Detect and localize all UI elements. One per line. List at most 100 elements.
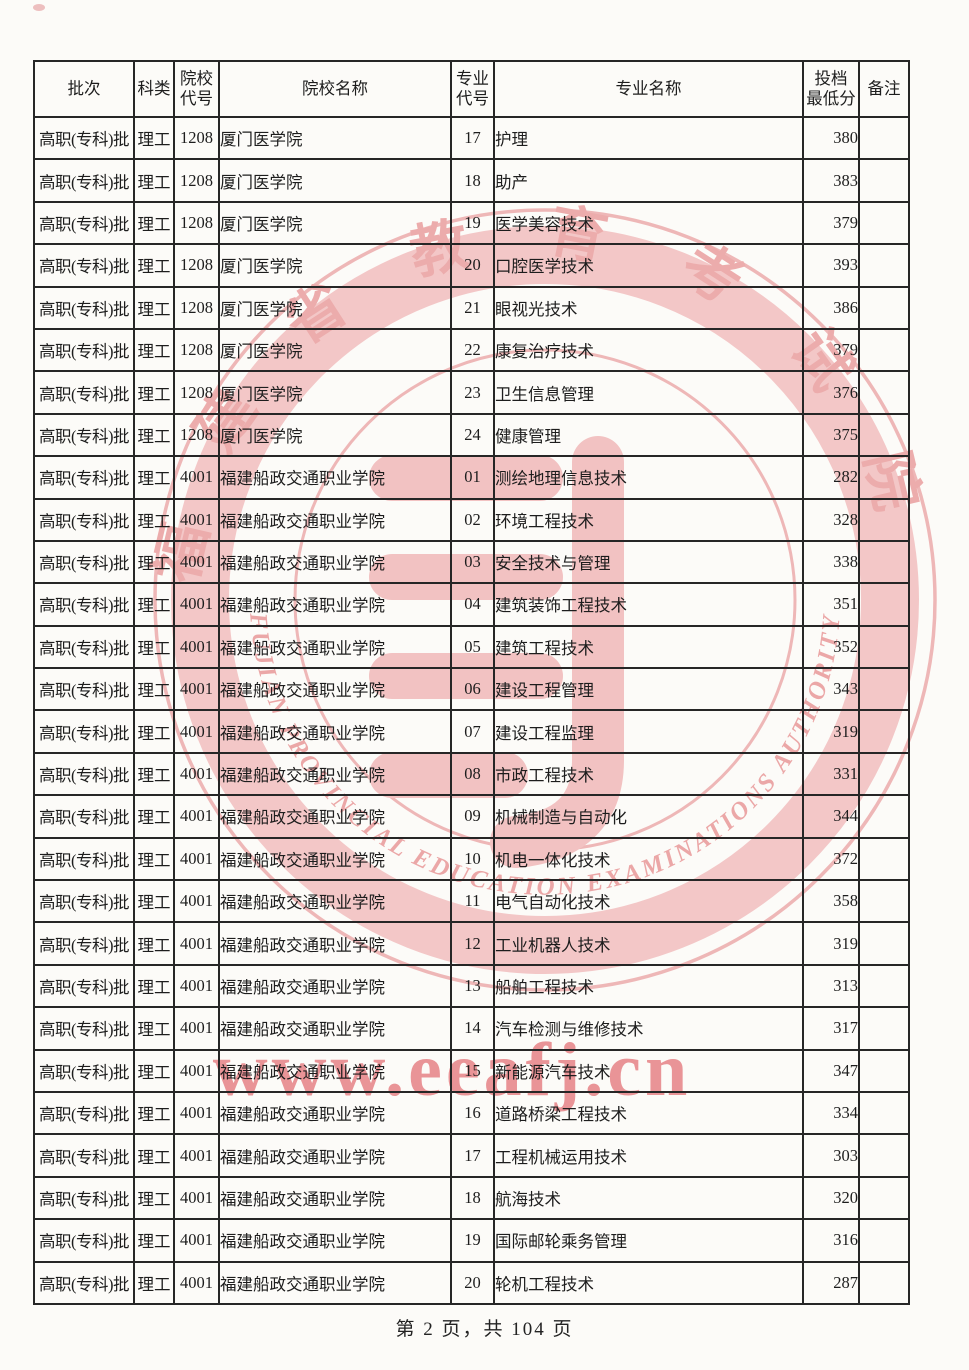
cell-remark <box>858 455 910 500</box>
cell-remark <box>858 243 910 288</box>
cell-batch: 高职(专科)批 <box>33 539 135 585</box>
cell-major-name: 工业机器人技术 <box>493 921 804 966</box>
cell-score: 380 <box>802 115 860 161</box>
cell-school-code: 4001 <box>173 751 220 797</box>
table-row: 高职(专科)批 理工 4001 福建船政交通职业学院 12 工业机器人技术 319 <box>33 921 910 966</box>
cell-major-code: 01 <box>450 455 495 500</box>
table-row: 高职(专科)批 理工 4001 福建船政交通职业学院 01 测绘地理信息技术 282 <box>33 455 910 500</box>
cell-score: 358 <box>802 879 860 924</box>
cell-major-name: 轮机工程技术 <box>493 1260 804 1305</box>
cell-major-name: 口腔医学技术 <box>493 243 804 288</box>
cell-school-name: 福建船政交通职业学院 <box>218 1006 452 1051</box>
cell-score: 334 <box>802 1090 860 1136</box>
cell-school-code: 4001 <box>173 1048 220 1093</box>
cell-major-name: 眼视光技术 <box>493 285 804 330</box>
header-row: 批次 科类 院校 代号 院校名称 专业 代号 专业名称 投档 最低分 备注 <box>33 60 910 118</box>
cell-major-code: 03 <box>450 539 495 585</box>
cell-score: 344 <box>802 794 860 839</box>
cell-major-name: 航海技术 <box>493 1175 804 1221</box>
cell-batch: 高职(专科)批 <box>33 709 135 754</box>
cell-major-code: 02 <box>450 497 495 542</box>
cell-category: 理工 <box>133 158 175 203</box>
cell-major-code: 21 <box>450 285 495 330</box>
cell-school-code: 4001 <box>173 1133 220 1178</box>
cell-school-name: 福建船政交通职业学院 <box>218 879 452 924</box>
cell-major-code: 12 <box>450 921 495 966</box>
cell-batch: 高职(专科)批 <box>33 921 135 966</box>
cell-category: 理工 <box>133 667 175 712</box>
cell-category: 理工 <box>133 794 175 839</box>
cell-remark <box>858 1133 910 1178</box>
cell-school-code: 1208 <box>173 243 220 288</box>
table-row: 高职(专科)批 理工 1208 厦门医学院 20 口腔医学技术 393 <box>33 243 910 288</box>
cell-score: 347 <box>802 1048 860 1093</box>
cell-school-code: 4001 <box>173 1006 220 1051</box>
cell-school-name: 福建船政交通职业学院 <box>218 921 452 966</box>
cell-batch: 高职(专科)批 <box>33 412 135 458</box>
cell-school-name: 福建船政交通职业学院 <box>218 624 452 670</box>
cell-category: 理工 <box>133 1175 175 1221</box>
cell-school-code: 1208 <box>173 327 220 373</box>
cell-remark <box>858 709 910 754</box>
cell-category: 理工 <box>133 709 175 754</box>
cell-major-code: 07 <box>450 709 495 754</box>
cell-category: 理工 <box>133 1260 175 1305</box>
cell-school-code: 1208 <box>173 412 220 458</box>
cell-batch: 高职(专科)批 <box>33 370 135 415</box>
cell-category: 理工 <box>133 1006 175 1051</box>
cell-category: 理工 <box>133 836 175 882</box>
table-row: 高职(专科)批 理工 4001 福建船政交通职业学院 02 环境工程技术 328 <box>33 497 910 542</box>
cell-major-name: 医学美容技术 <box>493 200 804 246</box>
table-row: 高职(专科)批 理工 1208 厦门医学院 23 卫生信息管理 376 <box>33 370 910 415</box>
cell-score: 379 <box>802 200 860 246</box>
cell-category: 理工 <box>133 921 175 966</box>
cell-score: 338 <box>802 539 860 585</box>
cell-remark <box>858 1175 910 1221</box>
cell-major-name: 安全技术与管理 <box>493 539 804 585</box>
cell-major-code: 20 <box>450 243 495 288</box>
col-header-school-name: 院校名称 <box>218 60 452 118</box>
cell-school-name: 福建船政交通职业学院 <box>218 751 452 797</box>
cell-major-name: 健康管理 <box>493 412 804 458</box>
cell-school-name: 厦门医学院 <box>218 115 452 161</box>
cell-score: 352 <box>802 624 860 670</box>
table-row: 高职(专科)批 理工 1208 厦门医学院 22 康复治疗技术 379 <box>33 327 910 373</box>
cell-category: 理工 <box>133 497 175 542</box>
table-row: 高职(专科)批 理工 4001 福建船政交通职业学院 04 建筑装饰工程技术 351 <box>33 582 910 627</box>
cell-major-name: 环境工程技术 <box>493 497 804 542</box>
page-number-footer: 第 2 页，共 104 页 <box>395 1319 574 1340</box>
cell-school-code: 4001 <box>173 794 220 839</box>
cell-category: 理工 <box>133 1218 175 1263</box>
table-row: 高职(专科)批 理工 1208 厦门医学院 21 眼视光技术 386 <box>33 285 910 330</box>
cell-major-name: 道路桥梁工程技术 <box>493 1090 804 1136</box>
cell-score: 319 <box>802 921 860 966</box>
cell-major-code: 14 <box>450 1006 495 1051</box>
cell-major-code: 11 <box>450 879 495 924</box>
cell-school-code: 4001 <box>173 582 220 627</box>
table-header: 批次 科类 院校 代号 院校名称 专业 代号 专业名称 投档 最低分 备注 <box>33 60 910 118</box>
cell-batch: 高职(专科)批 <box>33 1090 135 1136</box>
cell-school-code: 1208 <box>173 158 220 203</box>
cell-batch: 高职(专科)批 <box>33 1175 135 1221</box>
cell-batch: 高职(专科)批 <box>33 327 135 373</box>
cell-score: 317 <box>802 1006 860 1051</box>
cell-score: 316 <box>802 1218 860 1263</box>
table-row: 高职(专科)批 理工 4001 福建船政交通职业学院 09 机械制造与自动化 344 <box>33 794 910 839</box>
cell-major-code: 18 <box>450 1175 495 1221</box>
cell-major-code: 17 <box>450 1133 495 1178</box>
cell-major-name: 汽车检测与维修技术 <box>493 1006 804 1051</box>
cell-school-name: 厦门医学院 <box>218 370 452 415</box>
cell-school-code: 1208 <box>173 285 220 330</box>
cell-batch: 高职(专科)批 <box>33 200 135 246</box>
cell-remark <box>858 963 910 1009</box>
cell-score: 319 <box>802 709 860 754</box>
cell-batch: 高职(专科)批 <box>33 836 135 882</box>
col-header-score: 投档 最低分 <box>802 60 860 118</box>
col-header-remark: 备注 <box>858 60 910 118</box>
cell-school-code: 4001 <box>173 963 220 1009</box>
cell-category: 理工 <box>133 455 175 500</box>
cell-major-name: 机电一体化技术 <box>493 836 804 882</box>
cell-school-code: 4001 <box>173 921 220 966</box>
cell-major-name: 护理 <box>493 115 804 161</box>
cell-batch: 高职(专科)批 <box>33 1006 135 1051</box>
